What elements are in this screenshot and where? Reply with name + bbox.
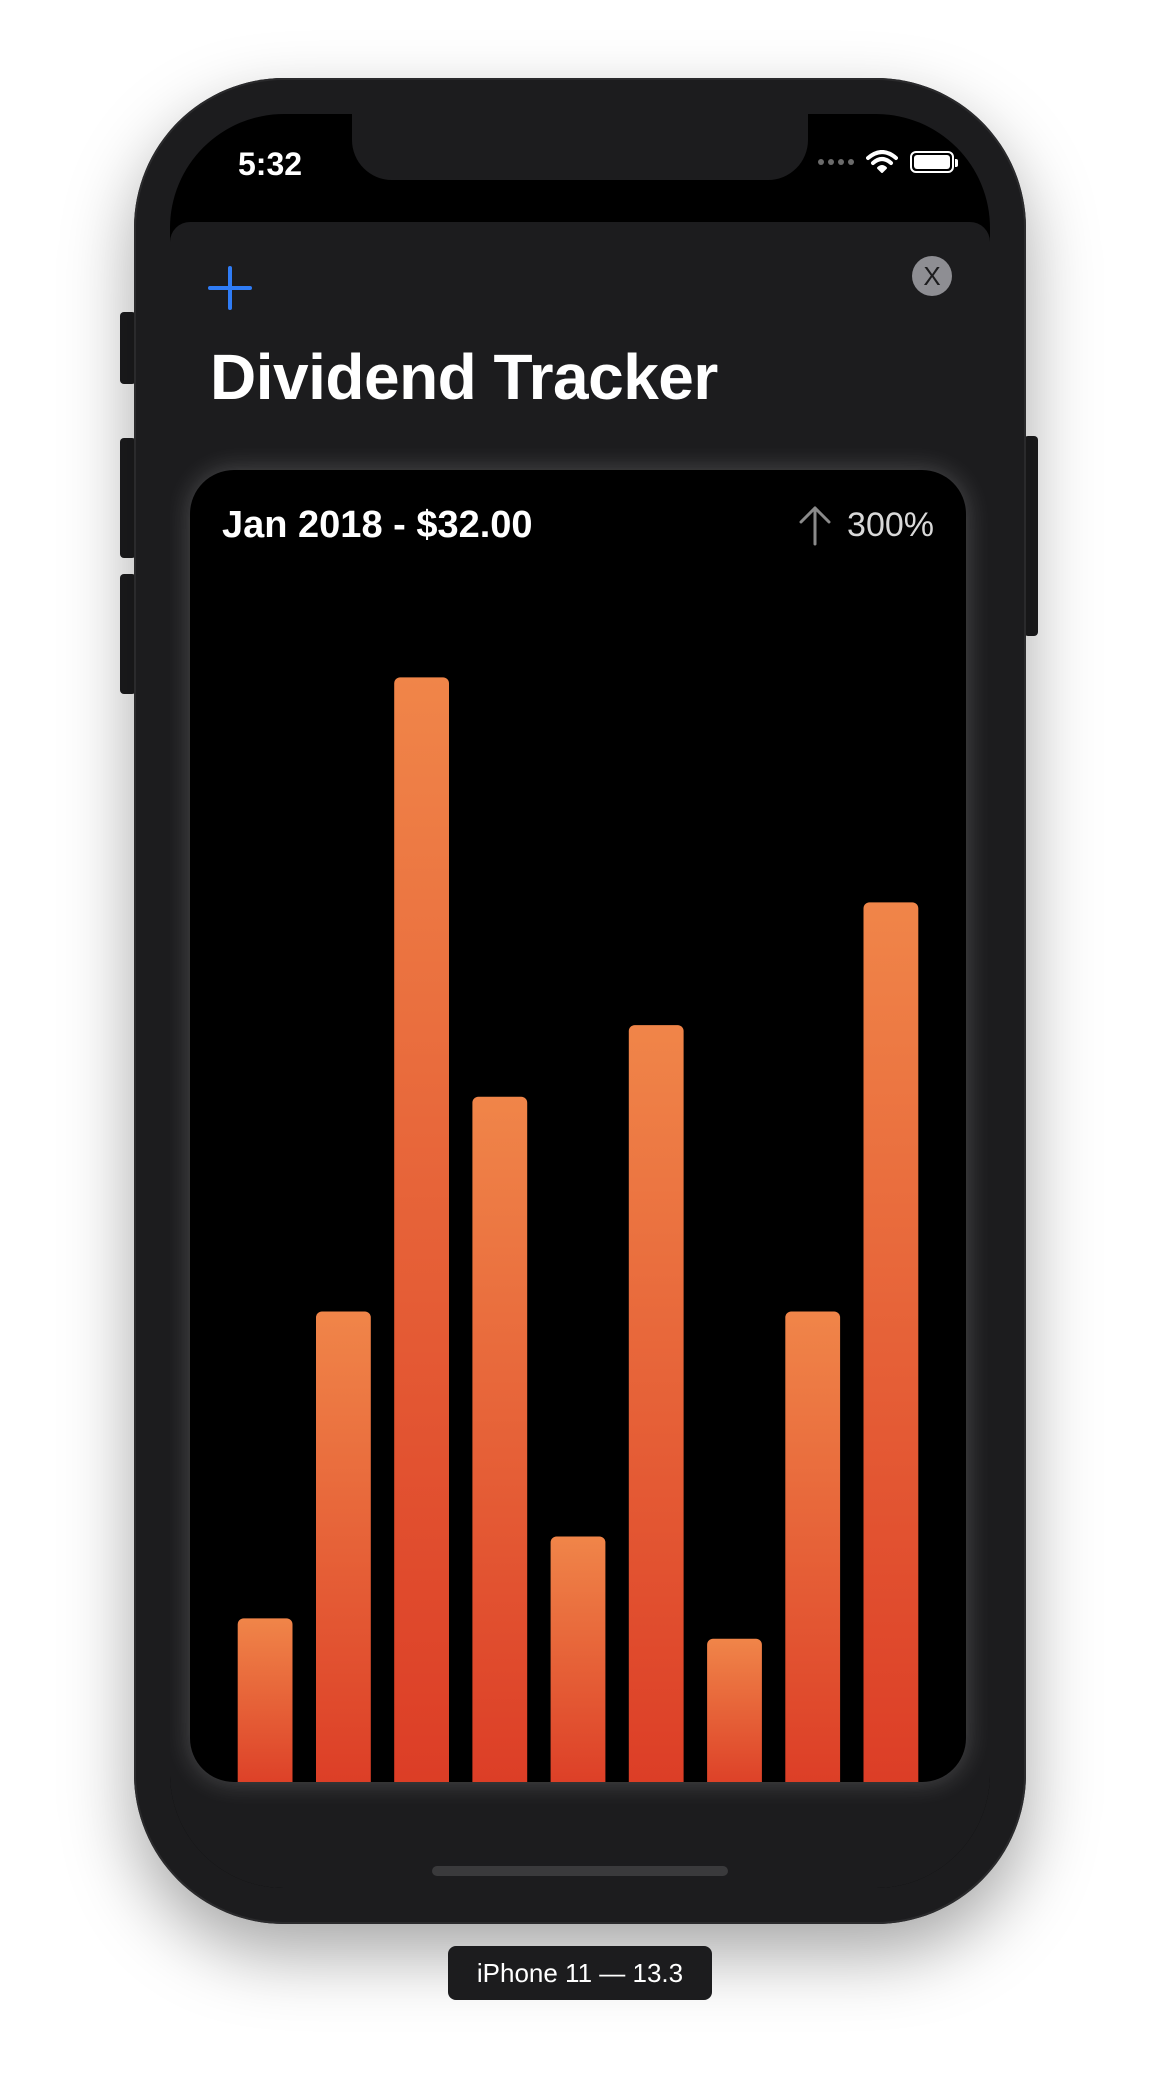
chart-bar-7[interactable] [707, 1638, 762, 1782]
volume-up-button [120, 438, 136, 558]
bars-layer [237, 677, 919, 1783]
chart-bar-2[interactable] [316, 1311, 371, 1783]
bar-chart[interactable] [190, 470, 966, 1782]
chart-bar-6[interactable] [628, 1025, 684, 1782]
chart-bar-5[interactable] [550, 1536, 606, 1783]
notch [352, 114, 808, 180]
wifi-icon [866, 150, 898, 173]
chart-bar-1[interactable] [237, 1618, 293, 1782]
change-percentage: 300% [847, 505, 934, 544]
chart-bar-9[interactable] [863, 902, 919, 1782]
chart-bar-8[interactable] [785, 1311, 841, 1783]
device-label: iPhone 11 — 13.3 [448, 1946, 712, 2000]
battery-icon [910, 151, 958, 173]
page-title: Dividend Tracker [210, 341, 718, 413]
add-button[interactable] [206, 264, 254, 312]
mute-switch [120, 312, 136, 384]
chart-bar-4[interactable] [472, 1096, 528, 1782]
plus-icon [208, 266, 252, 310]
status-icons [818, 150, 958, 174]
close-button[interactable]: X [912, 256, 952, 296]
selected-bar-label: Jan 2018 - $32.00 [222, 504, 533, 546]
arrow-up-icon [799, 506, 831, 546]
cellular-signal-icon [818, 159, 854, 165]
chart-card: Jan 2018 - $32.00 300% [190, 470, 966, 1782]
status-time: 5:32 [238, 146, 303, 182]
change-indicator: 300% [797, 504, 934, 546]
phone-screen: 5:32 X Dividend Tracker [170, 114, 990, 1888]
power-button [1024, 436, 1038, 636]
chart-bar-3[interactable] [394, 677, 449, 1782]
modal-sheet: X Dividend Tracker Jan 2018 - $32.00 300… [170, 222, 990, 1888]
home-indicator[interactable] [432, 1866, 728, 1876]
volume-down-button [120, 574, 136, 694]
